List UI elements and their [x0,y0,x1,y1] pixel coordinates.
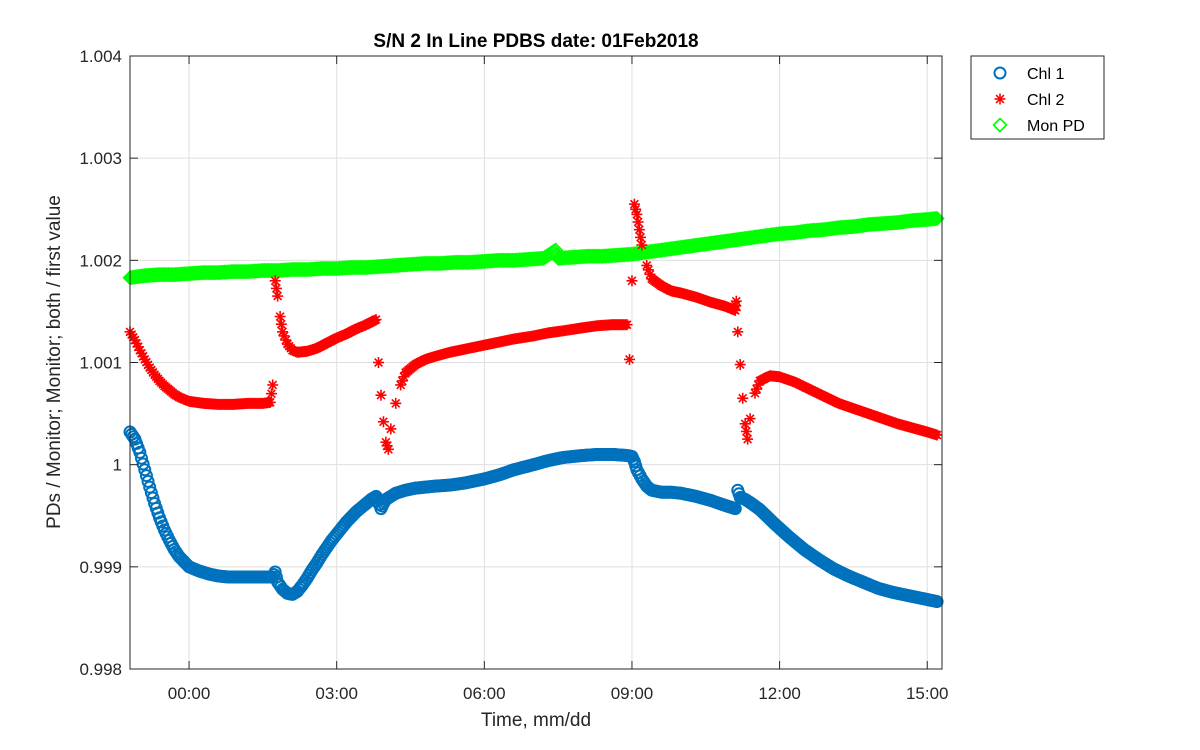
mon-pd-point-fill [261,262,277,279]
chl-1-point-fill [629,459,643,473]
chl-2-point-fill [730,300,742,312]
mon-pd-point-fill [349,259,365,276]
chl-2-point [742,433,754,445]
x-tick-label: 15:00 [906,684,949,703]
y-tick-label: 0.998 [79,660,122,679]
chl-2-point [274,311,286,323]
y-tick-label: 1.003 [79,149,122,168]
mon-pd-point-fill [534,250,550,267]
mon-pd-point-fill [925,211,941,227]
chl-2-point [737,392,749,404]
chl-2-point-fill [930,429,942,441]
x-tick-label: 06:00 [463,684,506,703]
series-mon-pd [122,210,945,286]
chl-2-point [373,357,385,368]
chl-1-point-fill [156,519,170,533]
chl-1-point-fill [141,474,155,488]
mon-pd-point-fill [453,254,469,271]
mon-pd-point-fill [157,267,174,283]
y-tick-label: 1.002 [79,251,122,270]
y-tick-label: 0.999 [79,558,122,577]
chl-2-point [377,416,389,428]
chl-2-point [267,379,279,391]
legend-marker-circle-icon [993,66,1007,80]
legend: Chl 1 Chl 2 Mon PD [970,55,1105,140]
mon-pd-point-fill [423,255,439,272]
legend-marker-asterisk-icon [994,93,1006,105]
data-series [122,198,945,609]
legend-item: Mon PD [992,117,1085,135]
chl-2-point [732,326,744,338]
mon-pd-point-fill [928,210,944,227]
series-chl-2 [124,198,943,455]
chl-2-point-fill [740,425,752,437]
chl-2-point [744,413,756,425]
mon-pd-point-fill [926,211,942,227]
x-tick-label: 00:00 [168,684,211,703]
y-axis-label: PDs / Monitor; Monitor; both / first val… [44,195,65,529]
mon-pd-point-fill [320,260,336,277]
mon-pd-point-fill [923,211,940,227]
chl-2-point [390,397,402,409]
chl-1-point-fill [626,452,640,466]
chl-1-point [138,463,152,477]
chl-2-point [633,224,645,236]
legend-label: Mon PD [1027,118,1085,135]
chl-2-point-fill [751,383,763,395]
legend-item: Chl 2 [994,92,1064,109]
chl-2-point [272,290,284,302]
chl-1-point-fill [139,469,153,483]
chl-2-point [624,353,636,365]
chl-2-point-fill [275,318,287,330]
chl-2-point [269,275,281,287]
chl-2-point [626,275,638,287]
mon-pd-point-fill [585,248,602,264]
mon-pd-point-fill [921,211,937,227]
chl-1-point-fill [264,570,278,584]
chl-2-point-fill [265,388,277,400]
chl-1-point-fill [144,486,158,500]
chl-2-point-fill [137,350,149,362]
mon-pd-point-fill [497,252,513,268]
chl-1-point-fill [136,457,150,471]
chl-2-point [734,359,746,371]
mon-pd-point-fill [202,264,218,281]
mon-pd-point-fill [922,211,938,227]
chl-1-point-fill [126,430,140,444]
chl-2-point-fill [381,440,393,452]
chl-1-point-fill [623,449,637,463]
x-tick-label: 03:00 [315,684,358,703]
y-tick-label: 1.001 [79,354,122,373]
legend-label: Chl 1 [1027,66,1064,83]
chl-2-point-fill [369,314,381,326]
chl-2-point-fill [632,216,644,228]
chl-1-point-fill [727,501,741,515]
chart-title: S/N 2 In Line PDBS date: 01Feb2018 [373,31,698,52]
chl-1-point-fill [267,567,281,581]
mon-pd-point-fill [290,261,306,278]
chl-2-point-fill [270,282,282,294]
axis-ticks: 00:00 03:00 06:00 09:00 12:00 15:00 0.998 0.999… [79,47,948,703]
chl-2-point-fill [635,231,647,243]
y-tick-label: 1 [113,456,122,475]
legend-item: Chl 1 [993,66,1064,83]
chl-2-point [385,423,397,435]
chl-2-point [628,198,640,210]
y-tick-label: 1.004 [79,47,122,66]
mon-pd-point-fill [231,263,247,280]
chl-2-point-fill [630,203,642,215]
series-chl-1 [123,425,944,609]
chl-2-point-fill [263,397,275,409]
legend-label: Chl 2 [1027,92,1064,109]
chl-2-point [375,389,387,401]
x-tick-label: 09:00 [611,684,654,703]
chl-1-point-fill [929,594,943,608]
legend-marker-diamond-icon [992,117,1008,133]
chl-1-point-fill [134,451,148,465]
chl-2-point-fill [620,319,632,331]
chl-2-point [636,239,648,251]
x-axis-label: Time, mm/dd [481,710,591,731]
x-tick-label: 12:00 [758,684,801,703]
